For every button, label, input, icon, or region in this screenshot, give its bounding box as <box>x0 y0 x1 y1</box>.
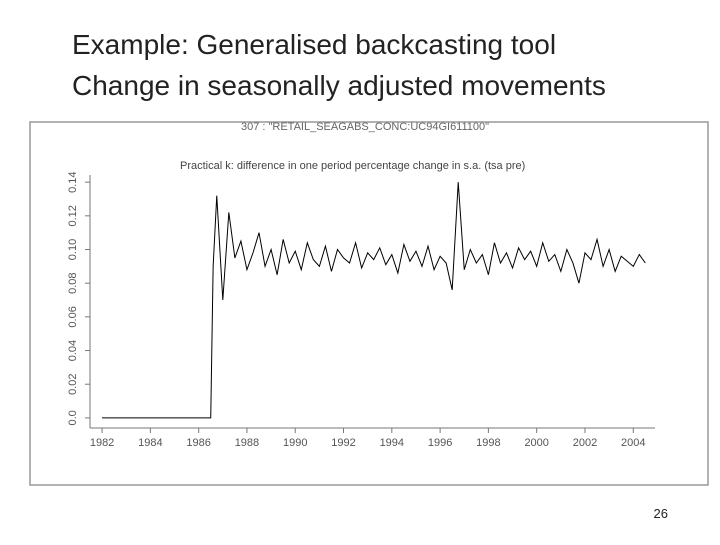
y-tick-label: 0.08 <box>67 272 79 293</box>
chart-title: 307 : "RETAIL_SEAGABS_CONC:UC94GI611100" <box>241 121 489 133</box>
x-tick-label: 1992 <box>331 437 355 449</box>
y-tick-label: 0.02 <box>67 374 79 395</box>
slide-title: Change in seasonally adjusted movements <box>72 70 606 101</box>
line-series <box>102 182 646 419</box>
x-tick-label: 1998 <box>476 437 500 449</box>
chart-frame <box>29 121 709 486</box>
x-tick-label: 2004 <box>621 437 645 449</box>
y-tick-label: 0.10 <box>67 239 79 260</box>
slide-title: Example: Generalised backcasting tool <box>72 29 556 60</box>
x-tick-label: 1994 <box>380 437 404 449</box>
y-tick-label: 0.04 <box>67 340 79 361</box>
y-tick-label: 0.12 <box>67 205 79 226</box>
x-tick-label: 1988 <box>235 437 259 449</box>
x-tick-label: 1996 <box>428 437 452 449</box>
x-tick-label: 1982 <box>90 437 114 449</box>
x-tick-label: 2000 <box>524 437 548 449</box>
page-number: 26 <box>654 506 668 521</box>
x-tick-label: 1990 <box>283 437 307 449</box>
x-tick-label: 1984 <box>138 437 162 449</box>
y-tick-label: 0.0 <box>67 410 79 425</box>
x-tick-label: 1986 <box>186 437 210 449</box>
x-tick-label: 2002 <box>573 437 597 449</box>
chart-subtitle: Practical k: difference in one period pe… <box>180 160 525 172</box>
y-tick-label: 0.14 <box>67 171 79 192</box>
y-tick-label: 0.06 <box>67 306 79 327</box>
